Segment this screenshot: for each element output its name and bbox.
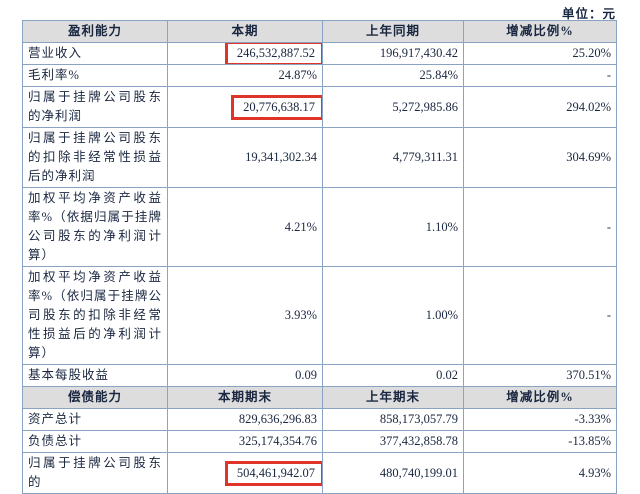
highlight-box: 20,776,638.17 xyxy=(231,94,322,120)
highlight-box: 504,461,942.07 xyxy=(224,460,322,486)
cell-current-period: 829,636,296.83 xyxy=(167,408,323,431)
cell-current-period: 19,341,302.34 xyxy=(167,127,323,188)
cell-current-period: 4.21% xyxy=(167,187,323,267)
cell-label: 加权平均净资产收益率%（依据归属于挂牌公司股东的净利润计算） xyxy=(22,187,168,267)
table-row: 毛利率% 24.87% 25.84% - xyxy=(22,64,617,87)
cell-label: 归属于挂牌公司股东的净利润 xyxy=(22,86,168,128)
cell-prior-period: 480,740,199.01 xyxy=(322,452,464,494)
cell-prior-period: 377,432,858.78 xyxy=(322,430,464,453)
cell-change-percent: - xyxy=(463,64,617,87)
cell-prior-period: 4,779,311.31 xyxy=(322,127,464,188)
cell-prior-period: 0.02 xyxy=(322,364,464,387)
cell-prior-period: 1.10% xyxy=(322,187,464,267)
financial-summary-table: 盈利能力 本期 上年同期 增减比例% 营业收入 246,532,887.52 196,917… xyxy=(22,20,617,494)
cell-change-percent: -3.33% xyxy=(463,408,617,431)
cell-current-period: 246,532,887.52 xyxy=(167,42,323,65)
cell-current-period: 20,776,638.17 xyxy=(167,86,323,128)
cell-current-period: 325,174,354.76 xyxy=(167,430,323,453)
cell-label: 归属于挂牌公司股东的 xyxy=(22,452,168,494)
profitability-header-row: 盈利能力 本期 上年同期 增减比例% xyxy=(22,20,617,43)
cell-prior-period: 5,272,985.86 xyxy=(322,86,464,128)
table-row: 归属于挂牌公司股东的净利润 20,776,638.17 5,272,985.86 29… xyxy=(22,86,617,128)
cell-change-percent: 4.93% xyxy=(463,452,617,494)
column-header: 本期期末 xyxy=(167,386,323,409)
cell-prior-period: 196,917,430.42 xyxy=(322,42,464,65)
column-header: 本期 xyxy=(167,20,323,43)
column-header: 上年期末 xyxy=(322,386,464,409)
cell-current-period: 3.93% xyxy=(167,266,323,365)
cell-change-percent: 370.51% xyxy=(463,364,617,387)
cell-label: 基本每股收益 xyxy=(22,364,168,387)
column-header: 上年同期 xyxy=(322,20,464,43)
table-row: 归属于挂牌公司股东的 504,461,942.07 480,740,199.01 4.… xyxy=(22,452,617,494)
table-row: 基本每股收益 0.09 0.02 370.51% xyxy=(22,364,617,387)
table-row: 营业收入 246,532,887.52 196,917,430.42 25.20% xyxy=(22,42,617,65)
cell-label: 负债总计 xyxy=(22,430,168,453)
table-row: 资产总计 829,636,296.83 858,173,057.79 -3.33% xyxy=(22,408,617,431)
cell-prior-period: 1.00% xyxy=(322,266,464,365)
unit-label: 单位：元 xyxy=(561,7,616,21)
cell-change-percent: - xyxy=(463,266,617,365)
solvency-header-row: 偿债能力 本期期末 上年期末 增减比例% xyxy=(22,386,617,409)
cell-change-percent: 294.02% xyxy=(463,86,617,128)
cell-label: 资产总计 xyxy=(22,408,168,431)
cell-prior-period: 858,173,057.79 xyxy=(322,408,464,431)
table-row: 归属于挂牌公司股东的扣除非经常性损益后的净利润 19,341,302.34 4,77… xyxy=(22,127,617,188)
cell-change-percent: 304.69% xyxy=(463,127,617,188)
cell-label: 营业收入 xyxy=(22,42,168,65)
cell-label: 毛利率% xyxy=(22,64,168,87)
column-header: 盈利能力 xyxy=(22,20,168,43)
column-header: 增减比例% xyxy=(463,386,617,409)
column-header: 偿债能力 xyxy=(22,386,168,409)
cell-label: 归属于挂牌公司股东的扣除非经常性损益后的净利润 xyxy=(22,127,168,188)
table-row: 加权平均净资产收益率%（依归属于挂牌公司股东的扣除非经常性损益后的净利润计算） 3… xyxy=(22,266,617,365)
cell-prior-period: 25.84% xyxy=(322,64,464,87)
cell-current-period: 0.09 xyxy=(167,364,323,387)
cell-label: 加权平均净资产收益率%（依归属于挂牌公司股东的扣除非经常性损益后的净利润计算） xyxy=(22,266,168,365)
cell-current-period: 24.87% xyxy=(167,64,323,87)
table-row: 加权平均净资产收益率%（依据归属于挂牌公司股东的净利润计算） 4.21% 1.10%… xyxy=(22,187,617,267)
cell-change-percent: - xyxy=(463,187,617,267)
highlight-box: 246,532,887.52 xyxy=(224,43,322,64)
cell-change-percent: 25.20% xyxy=(463,42,617,65)
cell-change-percent: -13.85% xyxy=(463,430,617,453)
table-row: 负债总计 325,174,354.76 377,432,858.78 -13.85% xyxy=(22,430,617,453)
column-header: 增减比例% xyxy=(463,20,617,43)
cell-current-period: 504,461,942.07 xyxy=(167,452,323,494)
